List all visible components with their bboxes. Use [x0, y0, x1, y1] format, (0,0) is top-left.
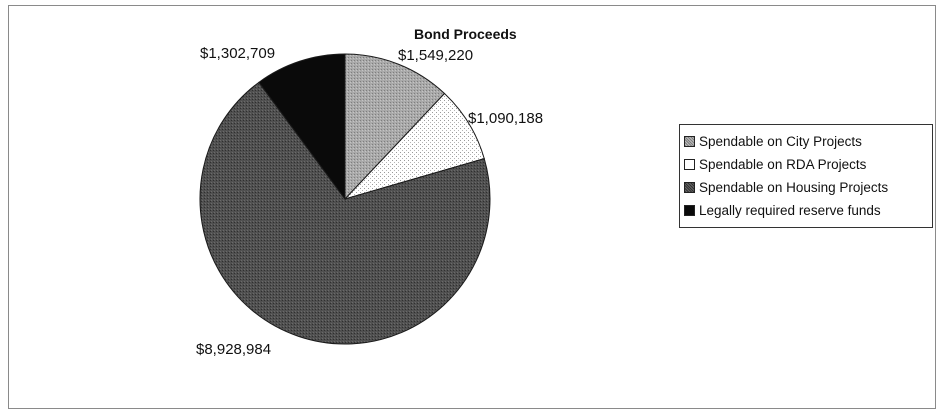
legend-label-reserve: Legally required reserve funds	[699, 203, 881, 218]
data-label-housing: $8,928,984	[196, 341, 272, 358]
legend-item-reserve: Legally required reserve funds	[684, 199, 928, 222]
legend-label-housing: Spendable on Housing Projects	[699, 180, 889, 195]
legend-swatch-reserve	[684, 205, 695, 216]
legend-item-housing: Spendable on Housing Projects	[684, 176, 928, 199]
pie-slice-housing	[199, 81, 491, 345]
data-label-reserve: $1,302,709	[200, 45, 276, 62]
pie-slice-city	[344, 53, 446, 201]
chart-title: Bond Proceeds	[414, 26, 517, 42]
legend-label-rda: Spendable on RDA Projects	[699, 157, 867, 172]
data-label-rda: $1,090,188	[468, 110, 544, 127]
pie-slice-reserve	[258, 53, 346, 201]
legend-item-city: Spendable on City Projects	[684, 130, 928, 153]
legend-swatch-housing	[684, 182, 695, 193]
legend-label-city: Spendable on City Projects	[699, 134, 862, 149]
legend-item-rda: Spendable on RDA Projects	[684, 153, 928, 176]
data-label-city: $1,549,220	[398, 47, 474, 64]
legend-swatch-rda	[684, 159, 695, 170]
legend-swatch-city	[684, 136, 695, 147]
legend: Spendable on City Projects Spendable on …	[679, 124, 933, 228]
